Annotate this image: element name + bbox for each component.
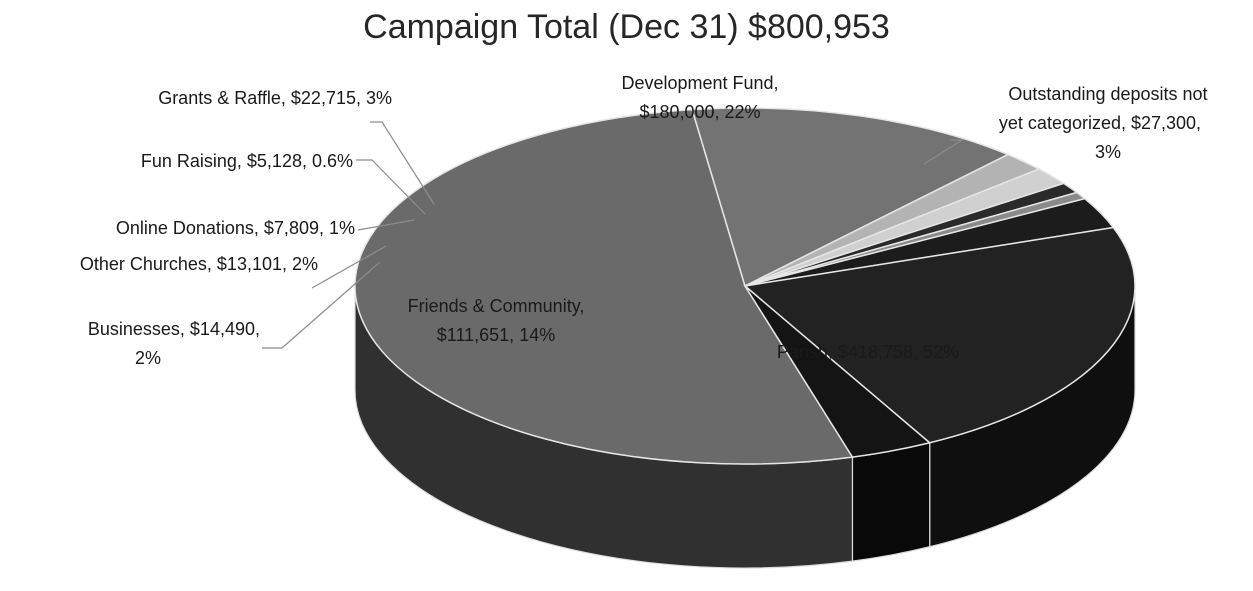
- data-label-businesses: Businesses, $14,490, 2%: [88, 319, 260, 368]
- pie-slice-parish: [354, 108, 854, 465]
- leader-line-fun-raising: [356, 159, 426, 215]
- data-label-parish: Parish, $418,758, 52%: [777, 342, 959, 362]
- leader-line-online-donations: [357, 219, 415, 231]
- data-label-development-fund: Development Fund, $180,000, 22%: [621, 73, 778, 122]
- data-label-online-donations: Online Donations, $7,809, 1%: [116, 218, 355, 238]
- pie-slice-friends-community: [691, 107, 1010, 288]
- chart-title: Campaign Total (Dec 31) $800,953: [363, 8, 890, 46]
- data-label-grants-raffle: Grants & Raffle, $22,715, 3%: [158, 88, 392, 108]
- leader-line-other-churches: [311, 245, 387, 289]
- data-label-friends-community: Friends & Community, $111,651, 14%: [408, 296, 585, 345]
- leader-line-businesses: [262, 261, 381, 349]
- pie-top: [354, 107, 1136, 465]
- data-labels: Parish, $418,758, 52% Friends & Community…: [80, 73, 1208, 368]
- pie-slice-outstanding-deposits-not-yet-categorized: [744, 285, 932, 458]
- leader-lines: [262, 121, 965, 349]
- pie-side-outstanding-deposits-not-yet-categorized: [851, 442, 931, 562]
- pie-slice-development-fund: [743, 226, 1136, 444]
- data-label-outstanding-deposits-not-yet-categorized: Outstanding deposits not yet categorized,…: [999, 84, 1208, 162]
- data-label-fun-raising: Fun Raising, $5,128, 0.6%: [141, 151, 353, 171]
- leader-line-grants-raffle: [370, 121, 435, 205]
- leader-line-outstanding-deposits-not-yet-categorized: [923, 139, 965, 165]
- data-label-other-churches: Other Churches, $13,101, 2%: [80, 254, 318, 274]
